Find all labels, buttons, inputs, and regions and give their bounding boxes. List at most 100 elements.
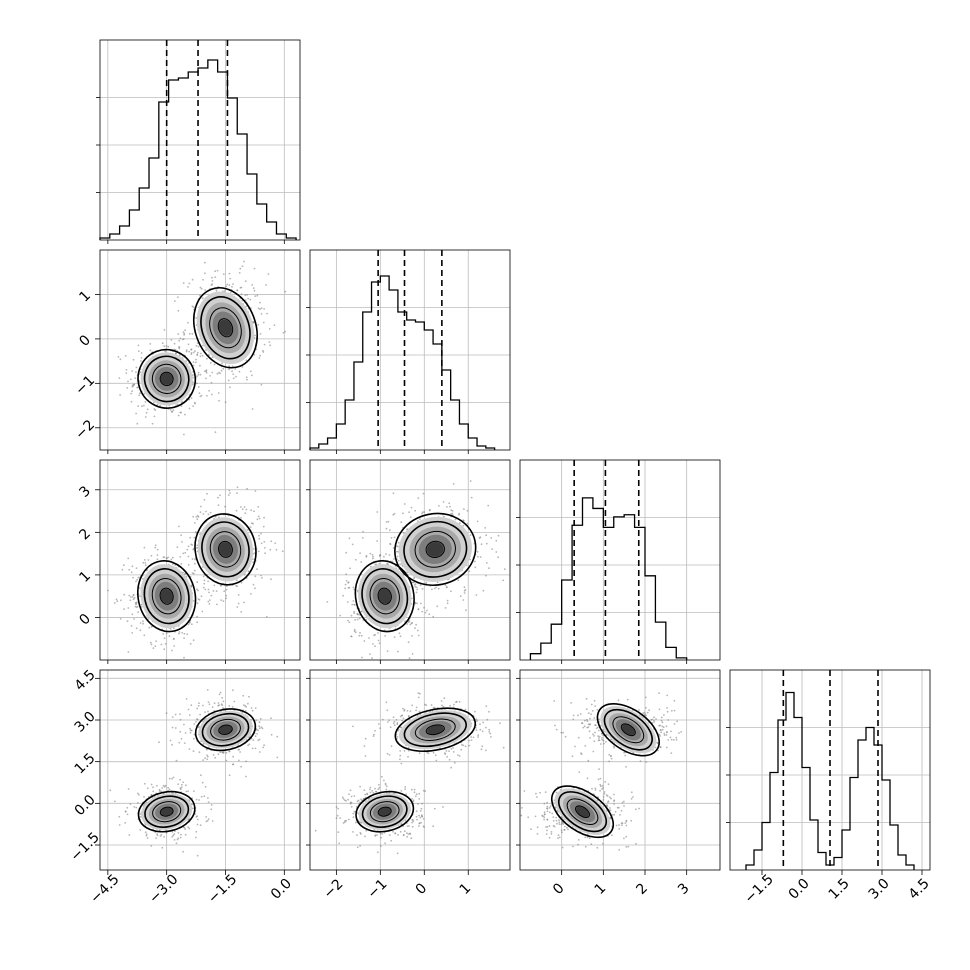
scatter-point [393,512,396,515]
scatter-point [552,816,555,818]
scatter-point [411,819,414,821]
scatter-point [118,377,121,379]
scatter-point [374,633,377,636]
scatter-point [618,824,620,826]
scatter-point [197,515,200,518]
scatter-point [377,723,380,725]
scatter-point [251,284,254,286]
scatter-point [611,814,614,816]
scatter-point [527,816,530,819]
scatter-point [205,371,208,374]
scatter-point [409,832,411,835]
scatter-point [181,541,183,543]
scatter-point [438,505,440,507]
scatter-point [248,743,251,746]
scatter-point [582,726,585,729]
scatter-point [225,594,228,597]
contour-0-3 [159,371,174,387]
scatter-point [252,739,255,742]
scatter-point [192,639,195,642]
scatter-point [339,817,342,819]
scatter-point [254,295,257,297]
scatter-point [450,766,453,769]
scatter-point [379,727,382,730]
scatter-point [403,503,406,505]
scatter-point [542,815,544,817]
scatter-point [138,587,141,589]
scatter-point [449,505,451,508]
scatter-point [463,586,466,589]
scatter-point [638,807,640,810]
scatter-point [210,594,213,597]
scatter-point [342,798,345,800]
scatter-point [369,788,371,791]
scatter-point [361,537,364,539]
scatter-point [197,818,199,821]
scatter-point [208,746,210,748]
contour-0-1 [144,795,190,828]
scatter-point [196,375,198,378]
scatter-point [572,845,574,848]
scatter-point [389,529,391,531]
scatter-point [346,601,349,603]
scatter-point [235,585,238,587]
scatter-point [199,373,202,376]
scatter-point [145,833,148,835]
scatter-point [143,634,146,637]
scatter-point [226,283,229,286]
scatter-point [397,728,400,731]
scatter-point [418,798,421,800]
scatter-point [232,689,234,692]
scatter-point [253,510,255,513]
scatter-point [446,602,449,605]
scatter-point [534,815,537,818]
scatter-point [171,777,174,780]
scatter-point [566,826,568,829]
scatter-point [199,713,202,716]
scatter-point [187,321,189,324]
scatter-point [221,704,224,707]
scatter-point [137,611,140,614]
scatter-point [125,372,128,374]
scatter-point [190,584,193,587]
scatter-point [258,725,261,728]
scatter-point [590,703,593,706]
scatter-point [356,834,358,837]
scatter-point [360,634,363,637]
scatter-point [390,745,393,748]
scatter-point [490,537,493,539]
scatter-point [415,709,417,712]
scatter-point [378,784,380,786]
scatter-point [503,568,506,571]
scatter-point [221,696,224,699]
scatter-point [246,529,249,531]
scatter-point [131,565,134,568]
scatter-point [258,727,261,730]
scatter-point [385,521,388,523]
scatter-point [251,522,253,525]
scatter-point [598,768,600,770]
scatter-point [365,829,368,832]
scatter-point [206,492,208,495]
scatter-point [470,739,473,741]
scatter-point [462,599,465,601]
scatter-point [146,837,149,839]
scatter-point [191,383,194,386]
scatter-point [175,842,178,845]
scatter-point [399,563,402,566]
scatter-point [675,739,678,741]
scatter-point [392,492,395,495]
scatter-point [199,364,201,367]
scatter-point [172,409,175,411]
scatter-point [399,635,402,638]
scatter-point [240,581,243,584]
scatter-point [350,635,353,638]
scatter-point [262,525,265,528]
scatter-point [446,599,449,602]
scatter-point [207,797,209,799]
scatter-point [145,411,148,414]
scatter-point [348,621,351,624]
scatter-point [255,719,258,722]
scatter-point [238,272,241,274]
scatter-point [593,740,596,743]
